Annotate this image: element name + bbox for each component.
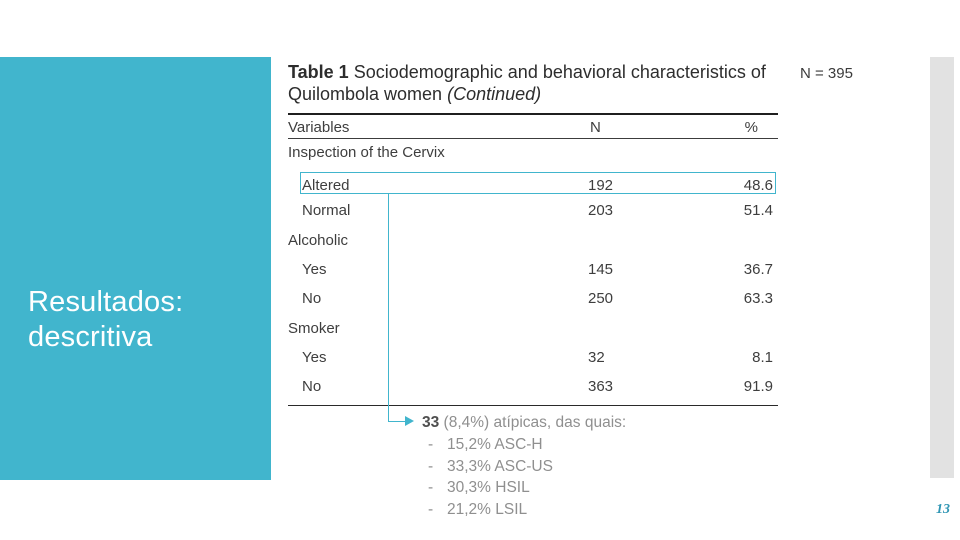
highlight-box-altered-row — [300, 172, 776, 194]
slide-title-line2: descritiva — [28, 321, 153, 353]
page-number: 13 — [936, 502, 950, 517]
annotation-lead-text: (8,4%) atípicas, das quais: — [439, 414, 627, 431]
table-row: Smoker — [288, 319, 778, 339]
column-header-pct: % — [744, 119, 758, 136]
table-row: Altered 192 48.6 — [288, 176, 778, 196]
annotation-list: - 15,2% ASC-H - 33,3% ASC-US - 30,3% HSI… — [422, 434, 553, 520]
row-label: Inspection of the Cervix — [288, 144, 445, 161]
table-bottom-rule — [288, 404, 778, 407]
row-n-value: 203 — [588, 202, 614, 219]
table-title-number: Table 1 — [288, 62, 349, 82]
annotation-item-text: 30,3% HSIL — [447, 479, 530, 496]
table-row: Alcoholic — [288, 231, 778, 251]
table-title-text-line2: Quilombola women — [288, 83, 448, 104]
annotation-item: - 30,3% HSIL — [422, 477, 553, 499]
annotation-item-text: 21,2% LSIL — [447, 500, 528, 518]
row-n-value: 250 — [588, 290, 614, 307]
slide-title: Resultados: descritiva — [28, 285, 183, 355]
table-row: Inspection of the Cervix — [288, 143, 778, 163]
row-label: Alcoholic — [288, 232, 349, 249]
callout-connector-line — [388, 193, 408, 422]
dash-bullet: - — [428, 500, 434, 518]
annotation-item-text: 33,3% ASC-US — [447, 457, 553, 475]
row-n-value: 192 — [588, 177, 614, 194]
row-pct-value: 91.9 — [743, 378, 773, 395]
table-row: Yes 145 36.7 — [288, 260, 778, 280]
table-row: No 250 63.3 — [288, 289, 778, 309]
row-label: Yes — [302, 349, 327, 366]
row-label: Normal — [302, 202, 351, 219]
dash-bullet: - — [428, 457, 434, 475]
slide-title-line1: Resultados: — [28, 286, 184, 318]
right-edge-strip — [930, 57, 954, 478]
annotation-count: 33 — [422, 414, 440, 431]
row-label: No — [302, 290, 322, 307]
annotation-item-text: 15,2% ASC-H — [447, 436, 543, 453]
dash-bullet: - — [428, 436, 434, 453]
row-n-value: 145 — [588, 261, 614, 278]
column-header-variables: Variables — [288, 119, 350, 136]
row-pct-value: 63.3 — [743, 290, 773, 307]
row-pct-value: 48.6 — [743, 177, 773, 194]
n-total-label: N = 395 — [800, 65, 853, 82]
table-row: Normal 203 51.4 — [288, 201, 778, 221]
row-pct-value: 8.1 — [752, 349, 773, 366]
row-label: Altered — [302, 177, 350, 194]
row-pct-value: 36.7 — [743, 261, 773, 278]
column-header-n: N — [590, 119, 601, 136]
row-label: Yes — [302, 261, 327, 278]
row-pct-value: 51.4 — [743, 202, 773, 219]
table-title-continued: (Continued) — [447, 83, 542, 104]
annotation-item: - 15,2% ASC-H — [422, 434, 553, 456]
table-title: Table 1 Sociodemographic and behavioral … — [288, 62, 788, 105]
table-header-row: Variables N % — [288, 119, 778, 137]
table-top-rule — [288, 113, 778, 116]
row-n-value: 363 — [588, 378, 614, 395]
table-header-rule — [288, 137, 778, 139]
table-row: Yes 32 8.1 — [288, 348, 778, 368]
row-n-value: 32 — [588, 349, 605, 366]
table-row: No 363 91.9 — [288, 377, 778, 397]
callout-arrowhead-icon — [405, 415, 414, 426]
dash-bullet: - — [428, 479, 434, 496]
table-title-text-line1: Sociodemographic and behavioral characte… — [348, 62, 766, 82]
row-label: No — [302, 378, 322, 395]
annotation-item: - 33,3% ASC-US — [422, 456, 553, 478]
annotation-item: - 21,2% LSIL — [422, 499, 553, 521]
annotation-lead: 33 (8,4%) atípicas, das quais: — [422, 414, 626, 432]
row-label: Smoker — [288, 320, 340, 337]
results-sidebar-panel: Resultados: descritiva — [0, 57, 271, 480]
